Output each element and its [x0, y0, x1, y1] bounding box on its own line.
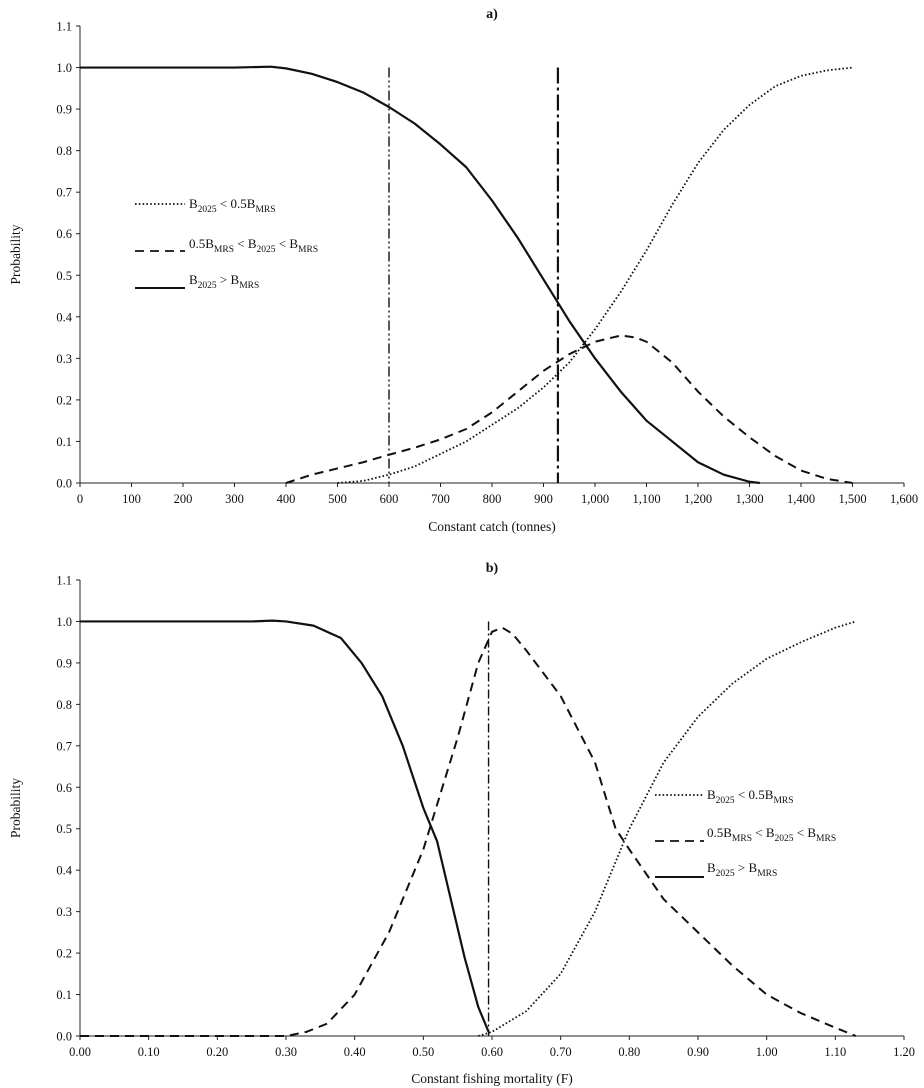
x-tick-label: 1,600: [890, 492, 918, 506]
x-tick-label: 0.80: [618, 1045, 640, 1059]
y-tick-label: 0.6: [56, 781, 72, 795]
x-tick-label: 0.60: [481, 1045, 503, 1059]
series-line-dashed: [80, 626, 857, 1037]
chart-panel-b: 0.0 0.1 0.2 0.3 0.4 0.5 0.6 0.7 0.8 0.9 1.0 1.1 0.00…: [8, 561, 915, 1086]
x-tick-label: 1,100: [632, 492, 660, 506]
y-tick-label: 0.8: [56, 698, 72, 712]
x-axis-label: Constant catch (tonnes): [428, 519, 555, 534]
x-tick-label: 300: [225, 492, 244, 506]
series-line-dotted: [337, 66, 853, 484]
x-tick-label: 0.20: [206, 1045, 228, 1059]
legend-label: 0.5BMRS < B2025 < BMRS: [707, 825, 836, 844]
legend-label: 0.5BMRS < B2025 < BMRS: [189, 236, 318, 255]
x-tick-label: 500: [328, 492, 347, 506]
x-tick-label: 0.30: [275, 1045, 297, 1059]
x-tick-label: 0.40: [344, 1045, 366, 1059]
y-tick-label: 0.9: [56, 103, 72, 117]
y-tick-label: 1.0: [56, 61, 72, 75]
chart-title: a): [486, 7, 498, 22]
x-tick-label: 0.90: [687, 1045, 709, 1059]
legend: B2025 < 0.5BMRS 0.5BMRS < B2025 < BMRS B20…: [655, 787, 836, 879]
x-tick-label: 1,500: [838, 492, 866, 506]
y-tick-label: 0.1: [56, 988, 72, 1002]
legend-label: B2025 > BMRS: [189, 272, 259, 291]
y-tick-label: 0.3: [56, 352, 72, 366]
x-tick-label: 1.00: [756, 1045, 778, 1059]
y-axis-label: Probability: [8, 224, 23, 284]
y-tick-label: 0.2: [56, 393, 72, 407]
series-line-solid: [80, 619, 490, 1033]
series-line-dashed: [285, 334, 853, 484]
y-tick-label: 0.4: [56, 864, 72, 878]
x-tick-label: 1,200: [684, 492, 712, 506]
x-tick-label: 0.10: [138, 1045, 160, 1059]
x-tick-label: 1,000: [581, 492, 609, 506]
y-tick-label: 0.4: [56, 310, 72, 324]
chart-panel-a: 0.0 0.1 0.2 0.3 0.4 0.5 0.6 0.7 0.8 0.9 1.0 1.1 0 100…: [8, 7, 918, 534]
x-axis-label: Constant fishing mortality (F): [411, 1071, 573, 1086]
y-tick-label: 0.7: [56, 739, 72, 753]
x-tick-label: 600: [380, 492, 399, 506]
x-tick-label: 1,400: [787, 492, 815, 506]
legend-label: B2025 < 0.5BMRS: [189, 196, 276, 215]
y-tick-label: 0.8: [56, 144, 72, 158]
legend-label: B2025 > BMRS: [707, 860, 777, 879]
y-tick-label: 0.7: [56, 186, 72, 200]
y-tick-label: 0.0: [56, 477, 72, 491]
x-tick-label: 200: [174, 492, 193, 506]
chart-title: b): [486, 561, 499, 576]
y-tick-label: 0.3: [56, 905, 72, 919]
x-tick-label: 1.10: [824, 1045, 846, 1059]
y-tick-label: 0.5: [56, 269, 72, 283]
x-tick-label: 900: [534, 492, 553, 506]
x-tick-label: 700: [431, 492, 450, 506]
legend-label: B2025 < 0.5BMRS: [707, 787, 794, 806]
x-tick-label: 0.70: [550, 1045, 572, 1059]
x-tick-label: 1.20: [893, 1045, 915, 1059]
y-tick-label: 0.1: [56, 435, 72, 449]
x-tick-label: 0.00: [69, 1045, 91, 1059]
y-axis-label: Probability: [8, 778, 23, 838]
y-tick-label: 0.5: [56, 822, 72, 836]
y-tick-label: 0.6: [56, 227, 72, 241]
y-tick-label: 1.0: [56, 615, 72, 629]
y-tick-label: 1.1: [56, 574, 72, 588]
series-line-dotted: [478, 620, 857, 1037]
series-line-solid: [80, 65, 760, 485]
x-tick-label: 1,300: [735, 492, 763, 506]
y-tick-label: 0.9: [56, 656, 72, 670]
y-tick-label: 1.1: [56, 20, 72, 34]
y-tick-label: 0.0: [56, 1030, 72, 1044]
x-tick-label: 100: [122, 492, 141, 506]
x-tick-label: 0.50: [412, 1045, 434, 1059]
legend: B2025 < 0.5BMRS 0.5BMRS < B2025 < BMRS B20…: [135, 196, 318, 291]
x-tick-label: 400: [277, 492, 296, 506]
x-tick-label: 800: [483, 492, 502, 506]
x-tick-label: 0: [77, 492, 83, 506]
y-tick-label: 0.2: [56, 947, 72, 961]
